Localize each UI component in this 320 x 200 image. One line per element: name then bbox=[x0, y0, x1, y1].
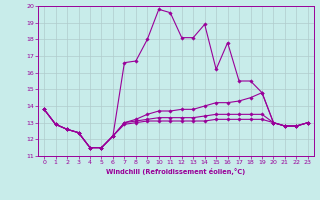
X-axis label: Windchill (Refroidissement éolien,°C): Windchill (Refroidissement éolien,°C) bbox=[106, 168, 246, 175]
